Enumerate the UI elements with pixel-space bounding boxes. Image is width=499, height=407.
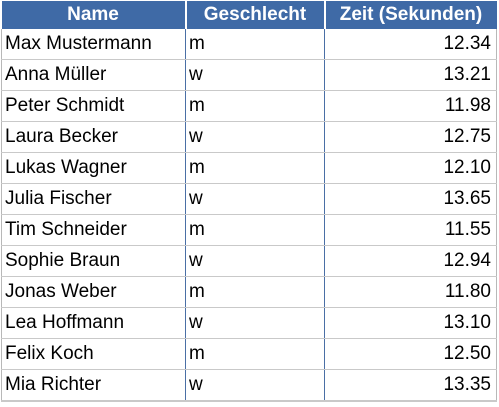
gender-cell[interactable]: w: [185, 369, 325, 402]
column-header-gender[interactable]: Geschlecht: [185, 1, 326, 29]
column-header-name[interactable]: Name: [1, 1, 187, 29]
table-row: Tim Schneider m 11.55: [1, 214, 497, 246]
gender-cell[interactable]: m: [185, 152, 325, 184]
table-row: Felix Koch m 12.50: [1, 338, 497, 370]
gender-cell[interactable]: w: [185, 307, 325, 339]
name-cell[interactable]: Max Mustermann: [1, 29, 186, 60]
table-row: Lea Hoffmann w 13.10: [1, 307, 497, 339]
time-cell[interactable]: 13.35: [324, 369, 497, 402]
time-cell[interactable]: 12.75: [324, 121, 497, 153]
gender-cell[interactable]: m: [185, 90, 325, 122]
table-row: Anna Müller w 13.21: [1, 59, 497, 91]
gender-cell[interactable]: w: [185, 59, 325, 91]
gender-cell[interactable]: m: [185, 214, 325, 246]
name-cell[interactable]: Anna Müller: [1, 59, 186, 91]
gender-cell[interactable]: w: [185, 245, 325, 277]
name-cell[interactable]: Peter Schmidt: [1, 90, 186, 122]
name-cell[interactable]: Lea Hoffmann: [1, 307, 186, 339]
name-cell[interactable]: Jonas Weber: [1, 276, 186, 308]
name-cell[interactable]: Felix Koch: [1, 338, 186, 370]
table-row: Jonas Weber m 11.80: [1, 276, 497, 308]
table-row: Mia Richter w 13.35: [1, 369, 497, 402]
gender-cell[interactable]: m: [185, 338, 325, 370]
results-table: Name Geschlecht Zeit (Sekunden) Max Must…: [1, 1, 497, 402]
time-cell[interactable]: 13.10: [324, 307, 497, 339]
table-row: Peter Schmidt m 11.98: [1, 90, 497, 122]
gender-cell[interactable]: m: [185, 276, 325, 308]
table-row: Sophie Braun w 12.94: [1, 245, 497, 277]
name-cell[interactable]: Mia Richter: [1, 369, 186, 402]
gender-cell[interactable]: w: [185, 121, 325, 153]
time-cell[interactable]: 13.65: [324, 183, 497, 215]
time-cell[interactable]: 11.80: [324, 276, 497, 308]
time-cell[interactable]: 11.55: [324, 214, 497, 246]
table-row: Julia Fischer w 13.65: [1, 183, 497, 215]
name-cell[interactable]: Lukas Wagner: [1, 152, 186, 184]
table-row: Laura Becker w 12.75: [1, 121, 497, 153]
gender-cell[interactable]: w: [185, 183, 325, 215]
time-cell[interactable]: 11.98: [324, 90, 497, 122]
table-row: Lukas Wagner m 12.10: [1, 152, 497, 184]
header-row: Name Geschlecht Zeit (Sekunden): [1, 1, 497, 29]
time-cell[interactable]: 13.21: [324, 59, 497, 91]
column-header-time[interactable]: Zeit (Sekunden): [324, 1, 497, 29]
time-cell[interactable]: 12.94: [324, 245, 497, 277]
name-cell[interactable]: Julia Fischer: [1, 183, 186, 215]
gender-cell[interactable]: m: [185, 29, 325, 60]
table-row: Max Mustermann m 12.34: [1, 29, 497, 60]
time-cell[interactable]: 12.50: [324, 338, 497, 370]
name-cell[interactable]: Sophie Braun: [1, 245, 186, 277]
time-cell[interactable]: 12.34: [324, 29, 497, 60]
name-cell[interactable]: Tim Schneider: [1, 214, 186, 246]
time-cell[interactable]: 12.10: [324, 152, 497, 184]
name-cell[interactable]: Laura Becker: [1, 121, 186, 153]
